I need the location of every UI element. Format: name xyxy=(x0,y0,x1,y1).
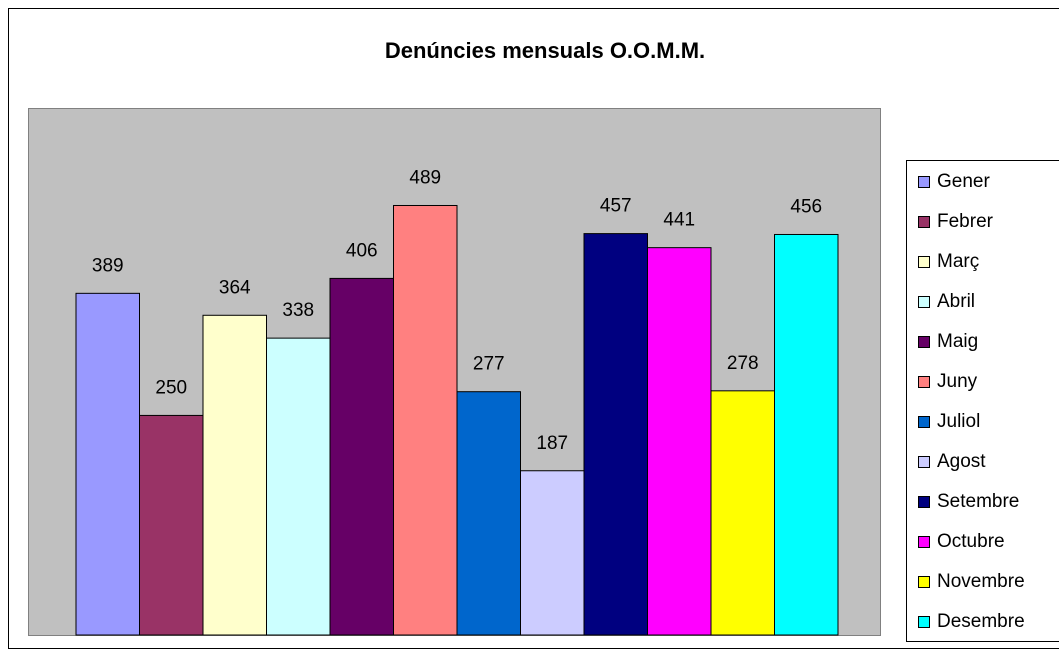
legend-swatch xyxy=(918,536,930,548)
legend-swatch xyxy=(918,256,930,268)
bar xyxy=(583,233,648,636)
legend-swatch xyxy=(918,336,930,348)
legend-swatch xyxy=(918,176,930,188)
legend-label: Maig xyxy=(937,331,978,352)
data-label: 489 xyxy=(409,168,441,189)
data-label: 338 xyxy=(282,300,314,321)
legend-swatch xyxy=(918,376,930,388)
legend-label: Agost xyxy=(937,451,986,472)
bar xyxy=(710,390,775,636)
data-label: 457 xyxy=(600,196,632,217)
bar xyxy=(266,337,331,636)
legend-label: Juny xyxy=(937,371,978,392)
legend-label: Març xyxy=(937,251,979,272)
bar xyxy=(139,414,204,636)
legend-label: Juliol xyxy=(937,411,980,432)
legend-swatch xyxy=(918,416,930,428)
bar xyxy=(75,292,140,636)
bar xyxy=(202,314,267,636)
chart-title: Denúncies mensuals O.O.M.M. xyxy=(385,38,705,63)
legend-box xyxy=(906,160,1059,642)
legend-swatch xyxy=(918,296,930,308)
legend-label: Setembre xyxy=(937,491,1019,512)
bar xyxy=(520,470,585,636)
legend-swatch xyxy=(918,576,930,588)
legend-swatch xyxy=(918,616,930,628)
bar xyxy=(393,204,458,636)
bar xyxy=(456,391,521,636)
data-label: 389 xyxy=(92,255,124,276)
legend-label: Abril xyxy=(937,291,975,312)
bar xyxy=(647,247,712,636)
data-label: 278 xyxy=(727,353,759,374)
legend-label: Desembre xyxy=(937,611,1025,632)
legend-swatch xyxy=(918,216,930,228)
data-label: 364 xyxy=(219,277,251,298)
data-label: 406 xyxy=(346,240,378,261)
data-label: 277 xyxy=(473,354,505,375)
bar xyxy=(329,277,394,636)
legend-label: Octubre xyxy=(937,531,1005,552)
legend-label: Febrer xyxy=(937,211,994,232)
legend-swatch xyxy=(918,496,930,508)
data-label: 441 xyxy=(663,210,695,231)
data-label: 456 xyxy=(790,196,822,217)
legend-label: Novembre xyxy=(937,571,1025,592)
legend-swatch xyxy=(918,456,930,468)
legend-label: Gener xyxy=(937,171,990,192)
bar xyxy=(774,233,839,636)
data-label: 250 xyxy=(155,377,187,398)
data-label: 187 xyxy=(536,433,568,454)
